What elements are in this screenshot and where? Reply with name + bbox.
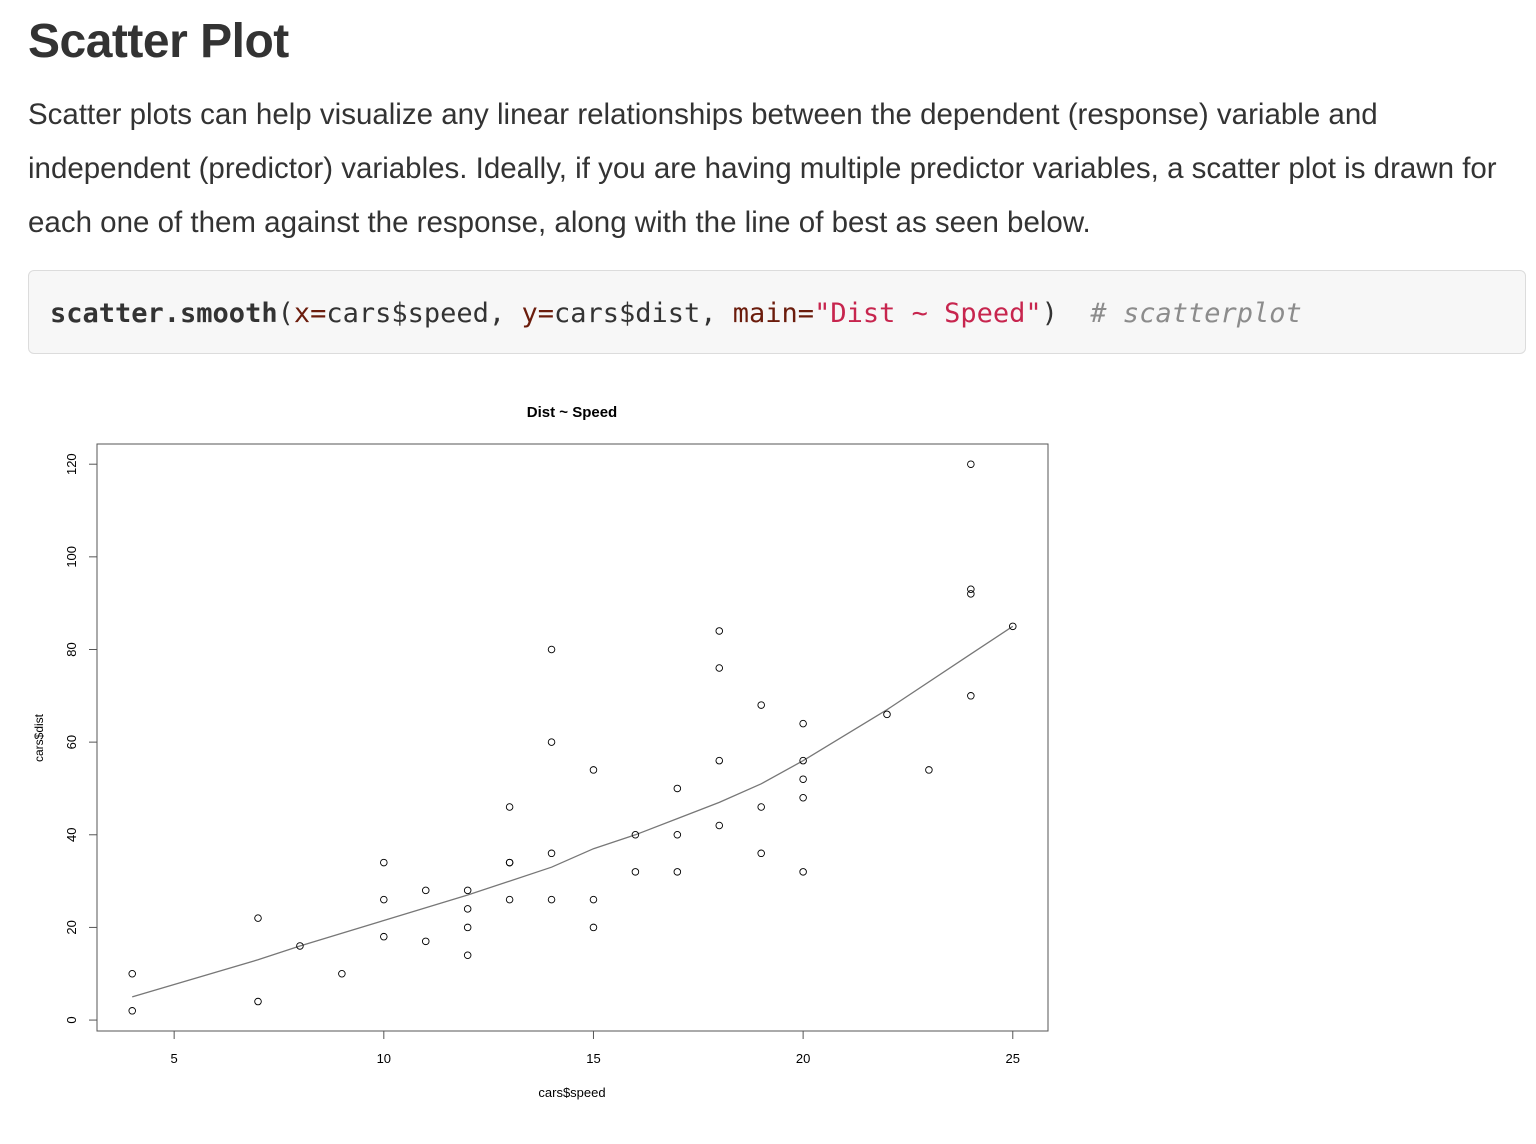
code-gap xyxy=(1058,298,1091,329)
data-point xyxy=(128,1007,136,1015)
data-point xyxy=(673,868,682,876)
data-point xyxy=(463,951,472,959)
data-point xyxy=(967,585,975,594)
data-point xyxy=(799,775,807,783)
data-point xyxy=(254,997,262,1006)
data-point xyxy=(589,766,598,774)
data-point xyxy=(967,590,975,598)
data-point xyxy=(380,858,388,867)
scatter-chart: Dist ~ Speed 5 10 15 20 25 0 20 40 60 80 100 120 c… xyxy=(0,370,1536,1130)
data-point xyxy=(505,803,514,811)
code-open-paren: ( xyxy=(277,298,294,329)
code-sep: , xyxy=(488,298,522,329)
page-title: Scatter Plot xyxy=(28,15,289,68)
data-point xyxy=(338,969,346,978)
data-point xyxy=(799,868,807,876)
code-block[interactable]: scatter.smooth(x=cars$speed, y=cars$dist… xyxy=(28,270,1526,354)
plot-frame xyxy=(96,443,1049,1032)
code-arg-main-value: "Dist ~ Speed" xyxy=(814,298,1042,329)
data-point xyxy=(505,858,514,867)
x-tick-label: 15 xyxy=(586,1051,600,1066)
y-tick-label: 80 xyxy=(64,642,79,656)
data-point xyxy=(589,923,598,932)
data-point xyxy=(589,895,598,904)
code-arg-main-name: main= xyxy=(732,298,815,329)
data-point xyxy=(883,710,891,719)
smooth-line xyxy=(132,625,1014,998)
data-point xyxy=(547,895,556,904)
y-axis-label: cars$dist xyxy=(32,713,46,762)
y-tick-label: 100 xyxy=(64,546,79,568)
y-tick-label: 0 xyxy=(64,1016,79,1023)
data-point xyxy=(631,868,640,876)
y-tick-label: 60 xyxy=(64,735,79,749)
data-point xyxy=(799,719,807,728)
data-point xyxy=(380,895,388,904)
data-point xyxy=(757,803,765,811)
data-point xyxy=(967,460,975,468)
code-sep: , xyxy=(700,298,733,329)
data-point xyxy=(547,849,556,858)
data-point xyxy=(547,738,556,746)
data-point xyxy=(421,886,430,895)
intro-paragraph: Scatter plots can help visualize any lin… xyxy=(28,98,1497,239)
x-tick-label: 5 xyxy=(171,1051,178,1066)
code-arg-x-value: cars$speed xyxy=(326,298,489,329)
data-point xyxy=(757,701,765,709)
x-tick-label: 20 xyxy=(796,1051,810,1066)
points-layer xyxy=(128,460,1017,1015)
data-point xyxy=(925,766,933,774)
code-comment: # scatterplot xyxy=(1090,298,1302,329)
code-arg-x-name: x= xyxy=(293,298,327,329)
data-point xyxy=(673,831,682,839)
code-close-paren: ) xyxy=(1041,298,1058,329)
data-point xyxy=(673,784,682,793)
data-point xyxy=(505,895,514,904)
data-point xyxy=(421,937,430,946)
data-point xyxy=(715,756,724,765)
code-function: scatter.smooth xyxy=(50,298,278,329)
data-point xyxy=(296,942,304,950)
y-tick-label: 120 xyxy=(64,453,79,475)
data-point xyxy=(757,849,765,858)
x-tick-label: 10 xyxy=(377,1051,391,1066)
code-line: scatter.smooth(x=cars$speed, y=cars$dist… xyxy=(50,297,1302,331)
smooth-line-layer xyxy=(132,625,1014,998)
y-axis: 0 20 40 60 80 100 120 xyxy=(64,453,98,1024)
data-point xyxy=(631,831,640,839)
code-arg-y-value: cars$dist xyxy=(553,298,701,329)
data-point xyxy=(1009,622,1017,631)
x-axis: 5 10 15 20 25 xyxy=(171,1030,1020,1066)
data-point xyxy=(547,645,556,654)
data-point xyxy=(463,886,472,895)
y-tick-label: 40 xyxy=(64,828,79,842)
data-point xyxy=(715,821,724,830)
data-point xyxy=(254,914,262,922)
data-point xyxy=(799,793,807,802)
data-point xyxy=(463,905,472,913)
data-point xyxy=(799,756,807,765)
code-arg-y-name: y= xyxy=(521,298,554,329)
x-tick-label: 25 xyxy=(1006,1051,1020,1066)
x-axis-label: cars$speed xyxy=(538,1085,605,1100)
chart-title: Dist ~ Speed xyxy=(527,404,617,421)
data-point xyxy=(380,932,388,941)
data-point xyxy=(463,923,472,932)
data-point xyxy=(715,627,724,635)
data-point xyxy=(967,692,975,700)
data-point xyxy=(128,969,136,978)
data-point xyxy=(715,664,724,672)
y-tick-label: 20 xyxy=(64,920,79,934)
scatter-chart-svg: Dist ~ Speed 5 10 15 20 25 0 20 40 60 80 100 120 c… xyxy=(32,404,1049,1100)
